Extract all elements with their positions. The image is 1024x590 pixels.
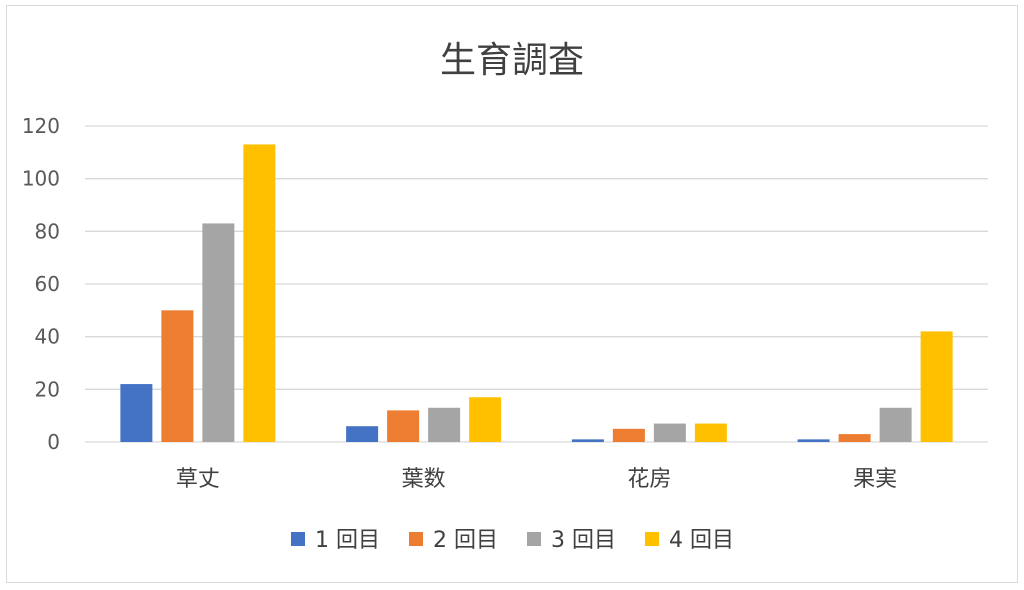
bar [571,439,604,442]
chart-title: 生育調査 [440,40,584,81]
y-tick-label: 80 [35,219,60,243]
bar [612,428,645,442]
bars [120,144,953,442]
legend-swatch [291,532,305,546]
legend: 1 回目 2 回目 3 回目 4 回目 [291,528,734,553]
bar [694,423,727,442]
chart-frame [6,5,1018,583]
legend-label: 3 回目 [551,528,616,553]
category-label: 花房 [627,467,671,492]
y-tick-label: 20 [35,377,60,401]
bar [838,434,871,442]
bar [653,423,686,442]
y-tick-label: 100 [22,167,60,191]
category-label: 果実 [853,467,897,492]
bar [243,144,276,442]
category-label: 葉数 [402,467,446,492]
gridlines [85,125,988,443]
legend-label: 1 回目 [315,528,380,553]
bar [797,439,830,442]
y-tick-label: 120 [22,114,60,138]
bar [202,223,235,442]
y-tick-label: 60 [35,272,60,296]
bar [879,407,912,442]
bar [387,410,420,442]
y-axis-ticks: 0 20 40 60 80 100 120 [22,114,60,454]
y-tick-label: 40 [35,325,60,349]
legend-swatch [527,532,541,546]
bar [161,310,194,442]
legend-label: 2 回目 [433,528,498,553]
bar [120,384,153,442]
legend-label: 4 回目 [669,528,734,553]
y-tick-label: 0 [47,430,60,454]
bar [469,397,502,442]
legend-swatch [409,532,423,546]
bar [920,331,953,442]
category-label: 草丈 [176,467,220,492]
bar [346,426,379,442]
category-labels: 草丈 葉数 花房 果実 [176,467,897,492]
bar [428,407,461,442]
legend-swatch [645,532,659,546]
